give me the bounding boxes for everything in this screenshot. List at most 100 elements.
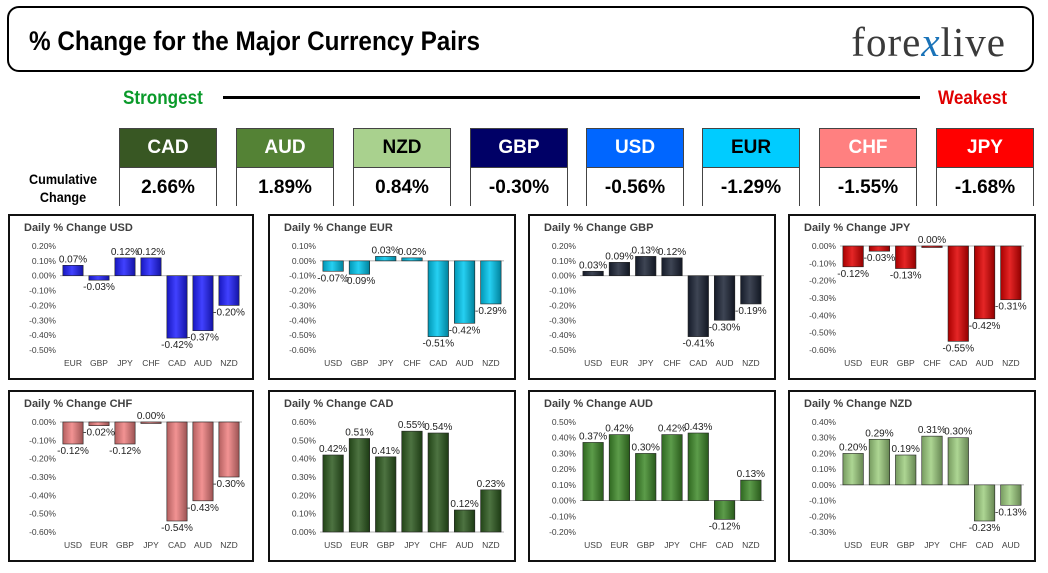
y-tick-label: 0.30% [292, 472, 317, 482]
data-label: 0.00% [137, 411, 165, 422]
chart-title: Daily % Change CHF [24, 398, 133, 410]
x-tick-label: USD [324, 358, 342, 368]
x-tick-label: AUD [194, 358, 212, 368]
data-label: 0.23% [477, 479, 505, 490]
y-tick-label: 0.10% [32, 256, 57, 266]
data-label: 0.42% [319, 444, 347, 455]
x-tick-label: CHF [403, 358, 420, 368]
x-tick-label: USD [584, 358, 602, 368]
chart-panel-jpy: Daily % Change JPY 0.00% -0.10% -0.20% -0.30… [788, 214, 1036, 380]
bar-usd [322, 454, 344, 533]
bar-cad [166, 421, 188, 522]
data-label: -0.07% [317, 273, 349, 284]
data-label: 0.51% [345, 428, 373, 439]
currency-code: JPY [937, 129, 1033, 168]
bar-jpy [140, 421, 162, 424]
y-tick-label: 0.40% [552, 433, 577, 443]
currency-cumulative-value: -0.30% [471, 168, 567, 206]
bar-usd [62, 421, 84, 445]
currency-box-aud: AUD 1.89% [236, 128, 334, 206]
x-tick-label: NZD [220, 358, 237, 368]
bar-jpy [635, 256, 657, 277]
x-tick-label: EUR [870, 358, 888, 368]
y-tick-label: -0.20% [809, 276, 836, 286]
data-label: -0.30% [709, 322, 741, 333]
x-tick-label: AUD [716, 358, 734, 368]
x-tick-label: USD [324, 540, 342, 550]
x-tick-label: CAD [976, 540, 994, 550]
bar-chf [401, 257, 423, 262]
y-tick-label: 0.20% [552, 241, 577, 251]
bar-usd [842, 453, 864, 486]
data-label: -0.42% [449, 325, 481, 336]
chart-panel-aud: Daily % Change AUD 0.50% 0.40% 0.30% 0.20% 0.… [528, 390, 776, 562]
page-title: % Change for the Major Currency Pairs [29, 26, 481, 56]
data-label: 0.43% [684, 422, 712, 433]
y-tick-label: -0.40% [809, 310, 836, 320]
x-tick-label: CHF [142, 358, 159, 368]
y-tick-label: -0.40% [29, 490, 56, 500]
x-tick-label: EUR [610, 358, 628, 368]
data-label: -0.13% [890, 271, 922, 282]
y-tick-label: -0.30% [289, 300, 316, 310]
bar-chf [661, 257, 683, 277]
data-label: -0.03% [83, 282, 115, 293]
bar-eur [608, 434, 630, 501]
bar-chf [921, 245, 943, 248]
chart-panel-eur: Daily % Change EUR 0.10% 0.00% -0.10% -0.20%… [268, 214, 516, 380]
y-tick-label: 0.00% [32, 417, 57, 427]
data-label: -0.41% [682, 339, 714, 350]
data-label: -0.02% [83, 428, 115, 439]
bar-usd [582, 442, 604, 501]
currency-code: AUD [237, 129, 333, 168]
bar-jpy [661, 434, 683, 501]
currency-code: CHF [820, 129, 916, 168]
currency-code: USD [587, 129, 683, 168]
x-tick-label: AUD [456, 358, 474, 368]
y-tick-label: -0.60% [289, 345, 316, 355]
y-tick-label: -0.30% [29, 315, 56, 325]
x-tick-label: GBP [350, 358, 368, 368]
x-tick-label: CAD [168, 540, 186, 550]
currency-code: CAD [120, 129, 216, 168]
y-tick-label: -0.10% [809, 258, 836, 268]
y-tick-label: -0.20% [549, 527, 576, 537]
strongest-label: Strongest [123, 88, 203, 109]
y-tick-label: -0.10% [289, 271, 316, 281]
x-tick-label: JPY [638, 358, 654, 368]
bar-gbp [895, 454, 917, 486]
y-tick-label: 0.00% [552, 271, 577, 281]
x-tick-label: NZD [482, 358, 499, 368]
currency-cumulative-value: 1.89% [237, 168, 333, 206]
y-tick-label: 0.10% [292, 509, 317, 519]
bar-aud [192, 421, 214, 502]
x-tick-label: CAD [168, 358, 186, 368]
x-tick-label: AUD [456, 540, 474, 550]
bar-eur [608, 262, 630, 277]
x-tick-label: USD [844, 358, 862, 368]
chart-title: Daily % Change EUR [284, 222, 393, 234]
data-label: 0.54% [424, 422, 452, 433]
y-tick-label: 0.00% [292, 527, 317, 537]
y-tick-label: -0.30% [29, 472, 56, 482]
x-tick-label: NZD [482, 540, 499, 550]
y-tick-label: 0.00% [812, 480, 837, 490]
bar-usd [842, 245, 864, 268]
x-tick-label: USD [64, 540, 82, 550]
y-tick-label: -0.30% [549, 315, 576, 325]
data-label: -0.03% [864, 253, 896, 264]
y-tick-label: 0.20% [812, 448, 837, 458]
y-tick-label: -0.60% [29, 527, 56, 537]
currency-code: GBP [471, 129, 567, 168]
data-label: -0.12% [709, 521, 741, 532]
y-tick-label: -0.50% [29, 509, 56, 519]
currency-cumulative-value: -1.55% [820, 168, 916, 206]
x-tick-label: GBP [116, 540, 134, 550]
chart-title: Daily % Change AUD [544, 398, 654, 410]
x-tick-label: EUR [90, 540, 108, 550]
chart-title: Daily % Change CAD [284, 398, 394, 410]
bar-chf [947, 437, 969, 486]
y-tick-label: 0.20% [552, 464, 577, 474]
chart-panel-cad: Daily % Change CAD 0.60% 0.50% 0.40% 0.30% 0.… [268, 390, 516, 562]
x-tick-label: CAD [689, 358, 707, 368]
